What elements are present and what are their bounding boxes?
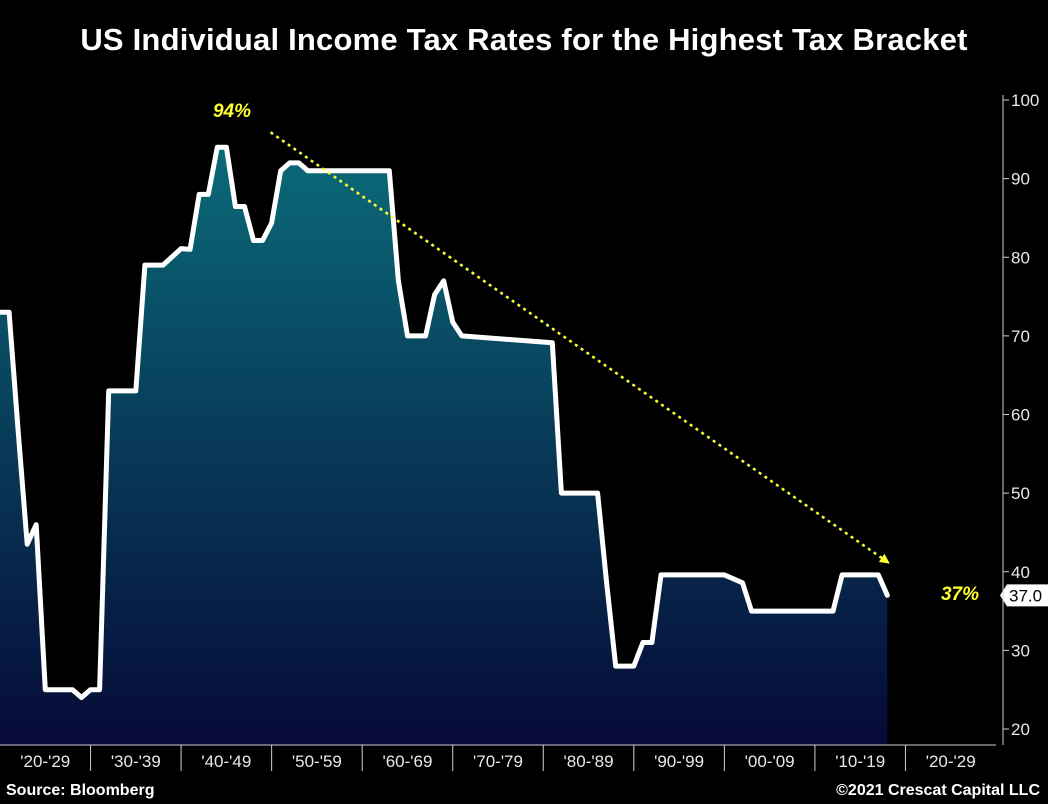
y-tick-label: 30: [1011, 641, 1030, 660]
x-tick-label: '10-'19: [835, 752, 885, 771]
y-tick-label: 90: [1011, 170, 1030, 189]
source-note: Source: Bloomberg: [6, 782, 155, 799]
x-tick-label: '60-'69: [382, 752, 432, 771]
y-tick-label: 20: [1011, 720, 1030, 739]
x-tick-label: '20-'29: [20, 752, 70, 771]
annotation-label: 94%: [213, 101, 251, 122]
x-tick-label: '50-'59: [292, 752, 342, 771]
y-tick-label: 80: [1011, 248, 1030, 267]
x-tick-label: '30-'39: [111, 752, 161, 771]
axis-layer: 37.0 20 30 40 50 60 70 80 90 100 '20-'29 '30-'39 '40…: [0, 91, 1048, 771]
series-line: [0, 144, 890, 700]
y-tick-label: 70: [1011, 327, 1030, 346]
x-tick-label: '20-'29: [926, 752, 976, 771]
x-tick-label: '70-'79: [473, 752, 523, 771]
x-tick-label: '80-'89: [564, 752, 614, 771]
copyright-note: ©2021 Crescat Capital LLC: [836, 782, 1040, 799]
x-tick-label: '40-'49: [201, 752, 251, 771]
last-value-badge: [1000, 584, 1048, 607]
y-tick-label: 50: [1011, 484, 1030, 503]
last-value-text: 37.0: [1009, 586, 1042, 605]
annotation-label: 37%: [941, 584, 979, 605]
chart-title: US Individual Income Tax Rates for the H…: [80, 22, 968, 57]
last-value-label: 37.0: [1000, 584, 1048, 607]
x-tick-label: '90-'99: [654, 752, 704, 771]
y-tick-label: 60: [1011, 406, 1030, 425]
y-tick-label: 40: [1011, 563, 1030, 582]
area-layer: [0, 144, 890, 745]
y-tick-label: 100: [1011, 91, 1039, 110]
annotation-layer: 94% 37%: [213, 101, 979, 605]
series-area: [0, 147, 888, 745]
x-tick-label: '00-'09: [745, 752, 795, 771]
